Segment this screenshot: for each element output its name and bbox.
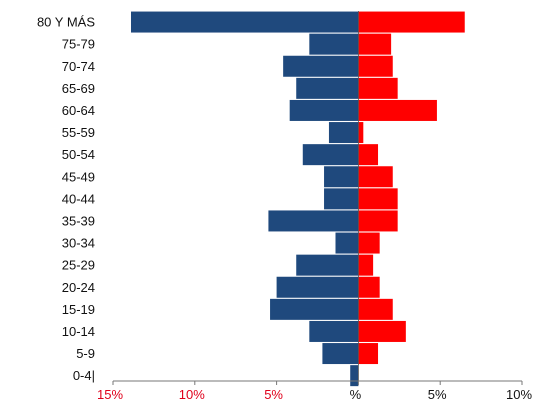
- bar-left-15: [322, 343, 359, 365]
- bar-right-6: [358, 144, 379, 166]
- x-tick-label: %: [350, 387, 362, 402]
- bar-right-14: [358, 320, 406, 342]
- x-tick-label: 10%: [506, 387, 532, 402]
- bar-right-3: [358, 77, 398, 99]
- age-group-label: 45-49: [62, 169, 95, 184]
- bar-left-16: [350, 365, 359, 387]
- age-group-label: 35-39: [62, 213, 95, 228]
- bar-left-5: [328, 122, 359, 144]
- age-group-label: 55-59: [62, 125, 95, 140]
- x-tick-label: 5%: [264, 387, 283, 402]
- bar-right-0: [358, 11, 465, 33]
- bar-left-10: [335, 232, 359, 254]
- age-group-label: 15-19: [62, 302, 95, 317]
- bar-left-4: [289, 99, 359, 121]
- age-group-label: 80 Y MÁS: [37, 15, 95, 30]
- x-tick-label: 10%: [179, 387, 205, 402]
- bar-left-8: [324, 188, 359, 210]
- bar-right-9: [358, 210, 398, 232]
- age-group-label: 10-14: [62, 324, 95, 339]
- bar-left-3: [296, 77, 359, 99]
- age-group-label: 30-34: [62, 236, 95, 251]
- bar-right-15: [358, 343, 379, 365]
- age-group-label: 20-24: [62, 280, 95, 295]
- x-axis: [112, 11, 523, 385]
- bar-right-7: [358, 166, 393, 188]
- bar-left-7: [324, 166, 359, 188]
- bar-right-12: [358, 276, 380, 298]
- bar-right-10: [358, 232, 380, 254]
- age-group-label: 70-74: [62, 59, 95, 74]
- age-group-label: 0-4|: [73, 368, 95, 383]
- bar-left-12: [276, 276, 359, 298]
- bar-right-2: [358, 55, 393, 77]
- bar-left-2: [283, 55, 359, 77]
- bar-left-9: [268, 210, 359, 232]
- age-group-label: 40-44: [62, 191, 95, 206]
- x-tick-labels: 15% 10% 5%% 5% 10%: [97, 387, 532, 402]
- bar-left-14: [309, 320, 359, 342]
- bar-left-1: [309, 33, 359, 55]
- right-series-bars: [358, 11, 465, 365]
- age-group-label: 25-29: [62, 258, 95, 273]
- age-group-label: 50-54: [62, 147, 95, 162]
- left-series-bars: [130, 11, 359, 387]
- x-tick-label: 5%: [428, 387, 447, 402]
- age-group-label: 60-64: [62, 103, 95, 118]
- bar-left-6: [302, 144, 359, 166]
- bar-right-11: [358, 254, 374, 276]
- bar-left-13: [270, 298, 359, 320]
- bar-left-11: [296, 254, 359, 276]
- bar-right-13: [358, 298, 393, 320]
- age-group-label: 5-9: [76, 346, 95, 361]
- bar-right-5: [358, 122, 364, 144]
- bar-right-1: [358, 33, 392, 55]
- x-tick-label: 15%: [97, 387, 123, 402]
- age-group-label: 75-79: [62, 37, 95, 52]
- bar-right-4: [358, 99, 437, 121]
- bar-left-0: [130, 11, 359, 33]
- bar-right-8: [358, 188, 398, 210]
- age-group-labels: 80 Y MÁS 75-79 70-74 65-69 60-64 55-59 50-54 45…: [37, 15, 95, 384]
- age-group-label: 65-69: [62, 81, 95, 96]
